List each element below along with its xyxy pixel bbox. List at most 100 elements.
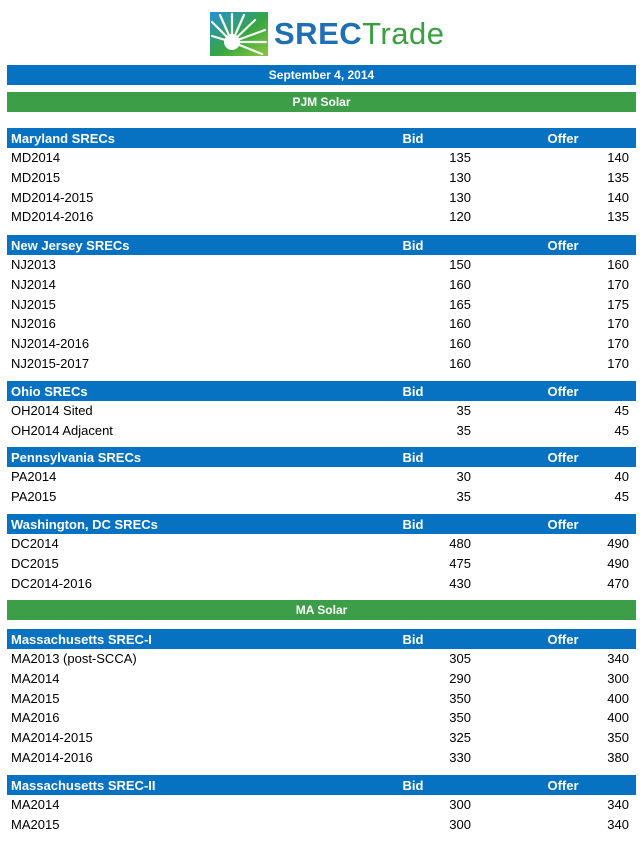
row-label: MA2014 <box>11 797 60 812</box>
bid-value: 160 <box>449 276 471 292</box>
bid-value: 120 <box>449 209 471 225</box>
offer-value: 350 <box>607 730 629 746</box>
offer-value: 340 <box>607 651 629 666</box>
bid-column-header: Bid <box>402 384 424 399</box>
bid-value: 430 <box>449 575 471 591</box>
logo-srec-text: SREC <box>274 16 363 51</box>
table-row: MA2014-2015 325 350 <box>7 728 636 748</box>
table-row: MD2014-2015 130 140 <box>7 188 636 208</box>
section-name: Massachusetts SREC-I <box>11 632 152 647</box>
bid-value: 480 <box>449 536 471 551</box>
row-label: OH2014 Adjacent <box>11 422 113 438</box>
bid-value: 135 <box>449 150 471 165</box>
table-row: NJ2013 150 160 <box>7 255 636 275</box>
offer-column-header: Offer <box>547 384 579 399</box>
date-bar: September 4, 2014 <box>7 65 636 85</box>
offer-value: 45 <box>614 422 629 438</box>
table-row: PA2015 35 45 <box>7 487 636 507</box>
table-row: NJ2014 160 170 <box>7 275 636 295</box>
bid-column-header: Bid <box>402 131 424 146</box>
bid-value: 150 <box>449 257 471 272</box>
table-row: MA2016 350 400 <box>7 708 636 728</box>
row-label: NJ2014 <box>11 276 56 292</box>
bid-value: 35 <box>456 488 471 504</box>
offer-value: 160 <box>607 257 629 272</box>
section-name: Ohio SRECs <box>11 384 88 399</box>
offer-value: 170 <box>607 356 629 371</box>
row-label: MA2014-2015 <box>11 730 93 746</box>
row-label: MA2014-2016 <box>11 750 93 765</box>
bid-value: 160 <box>449 336 471 352</box>
bid-value: 325 <box>449 730 471 746</box>
row-label: MA2014 <box>11 670 60 686</box>
offer-value: 400 <box>607 690 629 706</box>
row-label: PA2015 <box>11 488 57 504</box>
offer-value: 135 <box>607 169 629 185</box>
section-name: Maryland SRECs <box>11 131 116 146</box>
row-label: DC2015 <box>11 555 59 571</box>
bid-value: 330 <box>449 750 471 765</box>
row-label: NJ2016 <box>11 316 56 332</box>
section-header: Massachusetts SREC-II Bid Offer <box>7 775 636 795</box>
section-header: Maryland SRECs Bid Offer <box>7 128 636 148</box>
bid-value: 130 <box>449 169 471 185</box>
row-label: MD2014-2016 <box>11 209 94 225</box>
group-title: MA Solar <box>7 600 636 620</box>
table-row: DC2015 475 490 <box>7 554 636 574</box>
row-label: MD2014-2015 <box>11 189 94 205</box>
row-label: NJ2015-2017 <box>11 356 90 371</box>
row-label: MA2015 <box>11 816 60 832</box>
offer-value: 175 <box>607 296 629 312</box>
bid-column-header: Bid <box>402 517 424 532</box>
row-label: DC2014 <box>11 536 59 551</box>
table-row: OH2014 Sited 35 45 <box>7 401 636 421</box>
section-header: Pennsylvania SRECs Bid Offer <box>7 447 636 467</box>
offer-value: 170 <box>607 276 629 292</box>
row-label: NJ2015 <box>11 296 56 312</box>
sunburst-logo-icon <box>210 12 268 56</box>
table-row: OH2014 Adjacent 35 45 <box>7 421 636 441</box>
offer-value: 490 <box>607 536 629 551</box>
offer-value: 140 <box>607 189 629 205</box>
offer-value: 40 <box>614 469 629 484</box>
table-row: MA2013 (post-SCCA) 305 340 <box>7 649 636 669</box>
bid-value: 290 <box>449 670 471 686</box>
offer-value: 300 <box>607 670 629 686</box>
row-label: MA2016 <box>11 710 60 726</box>
bid-value: 160 <box>449 356 471 371</box>
bid-value: 300 <box>449 816 471 832</box>
group-title: PJM Solar <box>7 92 636 112</box>
bid-value: 350 <box>449 710 471 726</box>
bid-column-header: Bid <box>402 778 424 793</box>
srectrade-logo: SRECTrade <box>210 12 444 56</box>
table-row: MA2014-2016 330 380 <box>7 748 636 768</box>
row-label: MD2015 <box>11 169 61 185</box>
table-row: MA2014 290 300 <box>7 669 636 689</box>
bid-value: 160 <box>449 316 471 332</box>
offer-value: 170 <box>607 336 629 352</box>
offer-value: 340 <box>607 797 629 812</box>
section-name: Massachusetts SREC-II <box>11 778 156 793</box>
bid-column-header: Bid <box>402 450 424 465</box>
row-label: MA2013 (post-SCCA) <box>11 651 137 666</box>
row-label: DC2014-2016 <box>11 575 92 591</box>
bid-value: 35 <box>456 403 471 418</box>
table-row: MA2015 300 340 <box>7 815 636 835</box>
table-row: DC2014-2016 430 470 <box>7 574 636 594</box>
section-name: Pennsylvania SRECs <box>11 450 142 465</box>
offer-value: 470 <box>607 575 629 591</box>
offer-value: 490 <box>607 555 629 571</box>
logo-trade-text: Trade <box>362 16 445 51</box>
bid-value: 130 <box>449 189 471 205</box>
table-row: NJ2016 160 170 <box>7 314 636 334</box>
offer-value: 45 <box>614 488 629 504</box>
bid-column-header: Bid <box>402 238 424 253</box>
section-header: Ohio SRECs Bid Offer <box>7 381 636 401</box>
offer-column-header: Offer <box>547 131 579 146</box>
table-row: NJ2015-2017 160 170 <box>7 354 636 374</box>
row-label: OH2014 Sited <box>11 403 93 418</box>
table-row: MA2014 300 340 <box>7 795 636 815</box>
offer-value: 45 <box>614 403 629 418</box>
row-label: NJ2014-2016 <box>11 336 90 352</box>
bid-value: 350 <box>449 690 471 706</box>
